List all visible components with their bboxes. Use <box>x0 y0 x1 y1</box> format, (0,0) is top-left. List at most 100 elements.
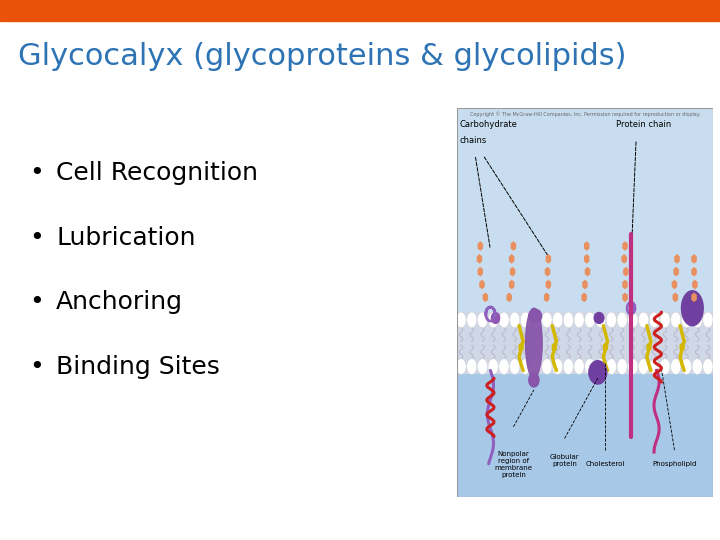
Text: Cholesterol: Cholesterol <box>586 461 625 467</box>
Polygon shape <box>673 267 679 276</box>
Bar <box>457 312 713 374</box>
Polygon shape <box>546 254 551 264</box>
Polygon shape <box>622 293 628 302</box>
Circle shape <box>467 359 477 374</box>
Circle shape <box>606 359 616 374</box>
Circle shape <box>670 312 681 328</box>
Circle shape <box>628 359 638 374</box>
Polygon shape <box>477 241 483 251</box>
Polygon shape <box>582 280 588 289</box>
Ellipse shape <box>682 291 703 326</box>
Polygon shape <box>506 293 512 302</box>
Text: Anchoring: Anchoring <box>56 291 183 314</box>
Ellipse shape <box>492 313 500 323</box>
Polygon shape <box>672 293 678 302</box>
Polygon shape <box>691 254 697 264</box>
Circle shape <box>563 359 574 374</box>
Text: chains: chains <box>460 136 487 145</box>
Circle shape <box>617 359 627 374</box>
Polygon shape <box>622 280 628 289</box>
Text: Lubrication: Lubrication <box>56 226 196 249</box>
Polygon shape <box>581 293 587 302</box>
Polygon shape <box>603 342 608 352</box>
Polygon shape <box>509 254 515 264</box>
Polygon shape <box>691 293 697 302</box>
Circle shape <box>488 359 498 374</box>
Circle shape <box>488 312 498 328</box>
Ellipse shape <box>594 313 604 323</box>
Circle shape <box>703 359 713 374</box>
Text: •: • <box>29 355 43 379</box>
Polygon shape <box>477 267 483 276</box>
Ellipse shape <box>526 308 542 378</box>
Circle shape <box>542 312 552 328</box>
Ellipse shape <box>528 309 541 323</box>
Circle shape <box>499 359 509 374</box>
Bar <box>457 359 713 497</box>
Circle shape <box>639 312 649 328</box>
Text: Nonpolar
region of
membrane
protein: Nonpolar region of membrane protein <box>495 451 532 478</box>
Circle shape <box>521 359 531 374</box>
Polygon shape <box>509 280 515 289</box>
Text: Carbohydrate: Carbohydrate <box>460 120 518 130</box>
Circle shape <box>563 312 574 328</box>
Polygon shape <box>623 267 629 276</box>
Polygon shape <box>584 241 590 251</box>
Circle shape <box>585 312 595 328</box>
Text: Binding Sites: Binding Sites <box>56 355 220 379</box>
Circle shape <box>670 359 681 374</box>
Bar <box>457 108 713 328</box>
Polygon shape <box>518 342 523 352</box>
Text: Phospholipid: Phospholipid <box>652 461 697 467</box>
Text: Cell Recognition: Cell Recognition <box>56 161 258 185</box>
Polygon shape <box>621 254 627 264</box>
Circle shape <box>499 312 509 328</box>
Circle shape <box>639 359 649 374</box>
Circle shape <box>477 312 487 328</box>
Polygon shape <box>674 254 680 264</box>
Ellipse shape <box>589 361 607 384</box>
Circle shape <box>681 359 692 374</box>
Polygon shape <box>510 267 516 276</box>
Polygon shape <box>544 293 549 302</box>
Circle shape <box>467 312 477 328</box>
Circle shape <box>456 312 466 328</box>
Circle shape <box>660 359 670 374</box>
Circle shape <box>617 312 627 328</box>
Text: •: • <box>29 291 43 314</box>
Circle shape <box>649 359 660 374</box>
Circle shape <box>542 359 552 374</box>
Circle shape <box>510 312 520 328</box>
Circle shape <box>585 359 595 374</box>
Polygon shape <box>584 254 590 264</box>
Polygon shape <box>545 267 550 276</box>
Circle shape <box>692 359 702 374</box>
Circle shape <box>552 312 563 328</box>
Text: •: • <box>29 226 43 249</box>
Bar <box>0 0 720 21</box>
Text: Globular
protein: Globular protein <box>550 454 580 467</box>
Ellipse shape <box>528 373 539 387</box>
Circle shape <box>681 312 692 328</box>
Polygon shape <box>622 241 628 251</box>
Text: Protein chain: Protein chain <box>616 120 671 130</box>
Circle shape <box>703 312 713 328</box>
Polygon shape <box>552 342 557 352</box>
Circle shape <box>477 359 487 374</box>
Circle shape <box>531 312 541 328</box>
Circle shape <box>521 312 531 328</box>
Polygon shape <box>691 267 697 276</box>
Polygon shape <box>680 342 685 352</box>
Polygon shape <box>477 254 482 264</box>
Circle shape <box>574 312 584 328</box>
Circle shape <box>692 312 702 328</box>
Circle shape <box>660 312 670 328</box>
Circle shape <box>606 312 616 328</box>
Circle shape <box>628 312 638 328</box>
Circle shape <box>510 359 520 374</box>
Circle shape <box>574 359 584 374</box>
Polygon shape <box>480 280 485 289</box>
Circle shape <box>595 359 606 374</box>
Circle shape <box>456 359 466 374</box>
Polygon shape <box>482 293 488 302</box>
